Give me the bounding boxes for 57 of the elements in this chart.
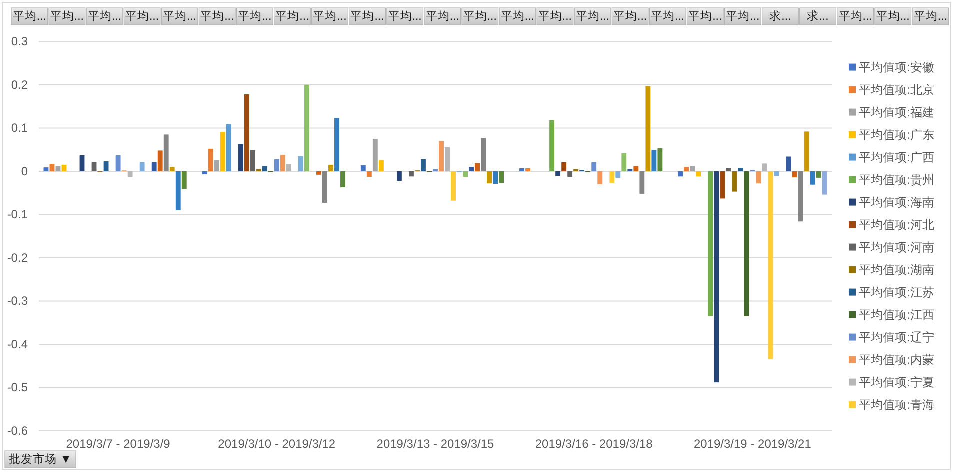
- x-tick-label: 2019/3/7 - 2019/3/9: [66, 437, 171, 451]
- legend-label: 平均值项:江苏: [859, 285, 934, 300]
- x-tick-label: 2019/3/10 - 2019/3/12: [218, 437, 336, 451]
- text: 平均...: [614, 10, 648, 23]
- y-tick-label: -0.6: [7, 424, 28, 438]
- text: 平均...: [276, 10, 310, 23]
- text: 平均...: [125, 10, 160, 23]
- legend-label: 平均值项:宁夏: [859, 375, 934, 390]
- text: 平均...: [350, 10, 384, 23]
- text: 求...: [807, 10, 829, 23]
- legend-label: 平均值项:内蒙: [859, 352, 934, 367]
- text: 平均...: [538, 10, 572, 23]
- legend-label: 平均值项:辽宁: [859, 330, 934, 344]
- y-tick-label: 0.1: [11, 121, 28, 136]
- text: 批发市场 ▼: [9, 452, 72, 466]
- text: 求...: [770, 10, 792, 23]
- text: 平均...: [726, 10, 760, 23]
- text: 平均...: [876, 10, 910, 23]
- legend-label: 平均值项:河北: [859, 218, 934, 232]
- legend-label: 平均值项:福建: [859, 105, 934, 120]
- text: 平均...: [388, 10, 422, 23]
- text: 平均...: [576, 10, 610, 23]
- y-tick-label: 0: [21, 164, 28, 178]
- text: 平均...: [914, 10, 948, 23]
- legend-label: 平均值项:安徽: [859, 60, 934, 74]
- text: 平均...: [163, 10, 197, 23]
- x-tick-label: 2019/3/16 - 2019/3/18: [535, 437, 654, 451]
- text: 平均...: [50, 10, 84, 23]
- text: 平均...: [200, 10, 234, 23]
- legend-label: 平均值项:广西: [859, 150, 934, 164]
- legend-label: 平均值项:河南: [859, 240, 934, 254]
- legend-label: 平均值项:江西: [859, 308, 934, 322]
- y-tick-label: -0.4: [7, 337, 28, 352]
- x-tick-label: 2019/3/13 - 2019/3/15: [376, 437, 495, 451]
- text: 平均...: [426, 10, 460, 23]
- legend-label: 平均值项:广东: [859, 128, 934, 142]
- legend-label: 平均值项:北京: [859, 82, 934, 97]
- y-tick-label: -0.1: [7, 208, 28, 222]
- text: 平均...: [463, 10, 497, 23]
- text: 平均...: [88, 10, 122, 23]
- y-tick-label: -0.2: [7, 250, 28, 265]
- text: 平均...: [688, 10, 722, 23]
- y-tick-label: 0.2: [11, 78, 28, 92]
- legend-label: 平均值项:青海: [859, 398, 934, 412]
- y-tick-label: -0.3: [7, 294, 28, 308]
- legend-label: 平均值项:湖南: [859, 262, 934, 277]
- legend-label: 平均值项:贵州: [859, 172, 934, 187]
- text: 平均...: [500, 10, 534, 23]
- legend-label: 平均值项:海南: [859, 195, 934, 210]
- text: 平均...: [651, 10, 685, 23]
- text: 平均...: [838, 10, 872, 23]
- y-tick-label: -0.5: [7, 380, 28, 395]
- text: 平均...: [313, 10, 347, 23]
- text: 平均...: [12, 10, 46, 23]
- text: 平均...: [238, 10, 272, 23]
- y-tick-label: 0.3: [11, 34, 28, 49]
- x-tick-label: 2019/3/19 - 2019/3/21: [694, 437, 812, 451]
